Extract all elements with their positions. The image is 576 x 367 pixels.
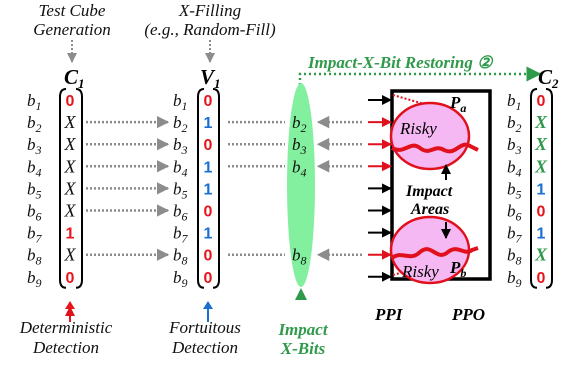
v1-bracket-right	[212, 88, 220, 289]
c1-bit-label: b4	[27, 157, 42, 179]
v1-value: 0	[204, 93, 213, 110]
fortuitous-arrowhead	[203, 301, 213, 309]
impact-areas-line1: Impact	[405, 183, 453, 200]
c2-bit-label: b2	[507, 113, 522, 135]
c1-bracket-right	[75, 88, 83, 289]
pa-label: Pa	[449, 93, 466, 115]
c1-value: 1	[66, 226, 75, 243]
c2-bit-label: b7	[507, 224, 523, 246]
restoring-path	[298, 66, 542, 100]
ppo-label: PPO	[451, 305, 485, 324]
c1-value: X	[64, 134, 77, 154]
c1-header: C1	[64, 65, 85, 91]
impact-bits-caption-line2: X-Bits	[280, 339, 326, 358]
c2-value: X	[534, 245, 548, 265]
c2-value: 1	[537, 226, 546, 243]
c1-value: 0	[66, 93, 75, 110]
v1-value: 0	[204, 204, 213, 221]
impact-bit-label: b8	[292, 246, 307, 268]
fortuitous-caption-line1: Fortuitous	[168, 318, 241, 337]
v1-bit-label: b2	[173, 113, 188, 135]
v1-value: 0	[204, 270, 213, 287]
v1-value: 1	[204, 226, 213, 243]
c2-value: X	[534, 112, 548, 132]
c2-value: 0	[537, 270, 546, 287]
v1-bit-label: b5	[173, 179, 188, 201]
impact-bit-label: b4	[292, 157, 307, 179]
risky-path-bottom	[390, 246, 479, 260]
c2-bit-label: b9	[507, 268, 522, 290]
circuit-box: Risky Risky Impact Areas Pa Pb	[389, 89, 492, 285]
c2-value: 0	[537, 204, 546, 221]
c2-bit-label: b4	[507, 157, 522, 179]
vector-rows: b1 0b2 Xb3 Xb4 Xb5 Xb6 Xb7 1b8 Xb9 0b1 0b2 1b3 0b4 1b…	[27, 88, 553, 290]
c1-bit-label: b8	[27, 246, 42, 268]
v1-bit-label: b6	[173, 202, 188, 224]
risky-label-bottom: Risky	[401, 262, 439, 281]
v1-bit-label: b3	[173, 135, 188, 157]
deterministic-caption-line2: Detection	[32, 338, 99, 357]
c1-value: X	[64, 112, 77, 132]
v1-bit-label: b9	[173, 268, 188, 290]
c2-bracket-right	[545, 88, 553, 289]
c1-value: X	[64, 178, 77, 198]
v1-header: V1	[200, 65, 221, 91]
impact-bit-label: b3	[292, 135, 307, 157]
x-filling-caption-line1: X-Filling	[178, 1, 241, 20]
c2-bit-label: b8	[507, 246, 522, 268]
c1-bit-label: b7	[27, 224, 43, 246]
ppi-label: PPI	[374, 305, 404, 324]
c2-header: C2	[538, 65, 559, 91]
c2-bracket-left	[530, 88, 538, 289]
c1-value: X	[64, 156, 77, 176]
test-cube-caption-line1: Test Cube	[39, 1, 106, 20]
c1-value: X	[64, 245, 77, 265]
v1-bit-label: b7	[173, 224, 189, 246]
c1-bit-label: b6	[27, 202, 42, 224]
c2-value: 0	[537, 93, 546, 110]
c2-bit-label: b1	[507, 91, 522, 113]
v1-bit-label: b8	[173, 246, 188, 268]
c1-bit-label: b1	[27, 91, 42, 113]
v1-bit-label: b1	[173, 91, 188, 113]
c2-bit-label: b3	[507, 135, 522, 157]
test-cube-caption-line2: Generation	[33, 20, 110, 39]
c2-value: X	[534, 156, 548, 176]
c2-bit-label: b5	[507, 179, 522, 201]
c2-value: 1	[537, 181, 546, 198]
v1-value: 0	[204, 137, 213, 154]
c1-value: X	[64, 201, 77, 221]
impact-bits-ellipse	[287, 83, 315, 287]
c1-bit-label: b5	[27, 179, 42, 201]
c1-bit-label: b2	[27, 113, 42, 135]
impact-bit-label: b2	[292, 113, 307, 135]
deterministic-arrowhead	[65, 301, 75, 309]
v1-value: 0	[204, 248, 213, 265]
v1-value: 1	[204, 115, 213, 132]
impact-bits-caption-line1: Impact	[277, 320, 328, 339]
risky-label-top: Risky	[399, 119, 437, 138]
impact-bits-arrowhead	[295, 288, 307, 300]
v1-value: 1	[204, 159, 213, 176]
c1-bit-label: b9	[27, 268, 42, 290]
risky-path-top	[391, 142, 479, 154]
impact-areas-line2: Areas	[410, 201, 449, 218]
restoring-caption: Impact-X-Bit Restoring ②	[307, 53, 494, 72]
fortuitous-caption-line2: Detection	[171, 338, 238, 357]
pb-label: Pb	[449, 258, 466, 280]
c1-bracket-left	[59, 88, 67, 289]
v1-bracket-left	[197, 88, 205, 289]
c2-bit-label: b6	[507, 202, 522, 224]
v1-bit-label: b4	[173, 157, 188, 179]
c2-value: X	[534, 134, 548, 154]
c1-value: 0	[66, 270, 75, 287]
v1-value: 1	[204, 181, 213, 198]
x-filling-caption-line2: (e.g., Random-Fill)	[144, 20, 276, 39]
c1-bit-label: b3	[27, 135, 42, 157]
deterministic-caption-line1: Deterministic	[19, 318, 113, 337]
